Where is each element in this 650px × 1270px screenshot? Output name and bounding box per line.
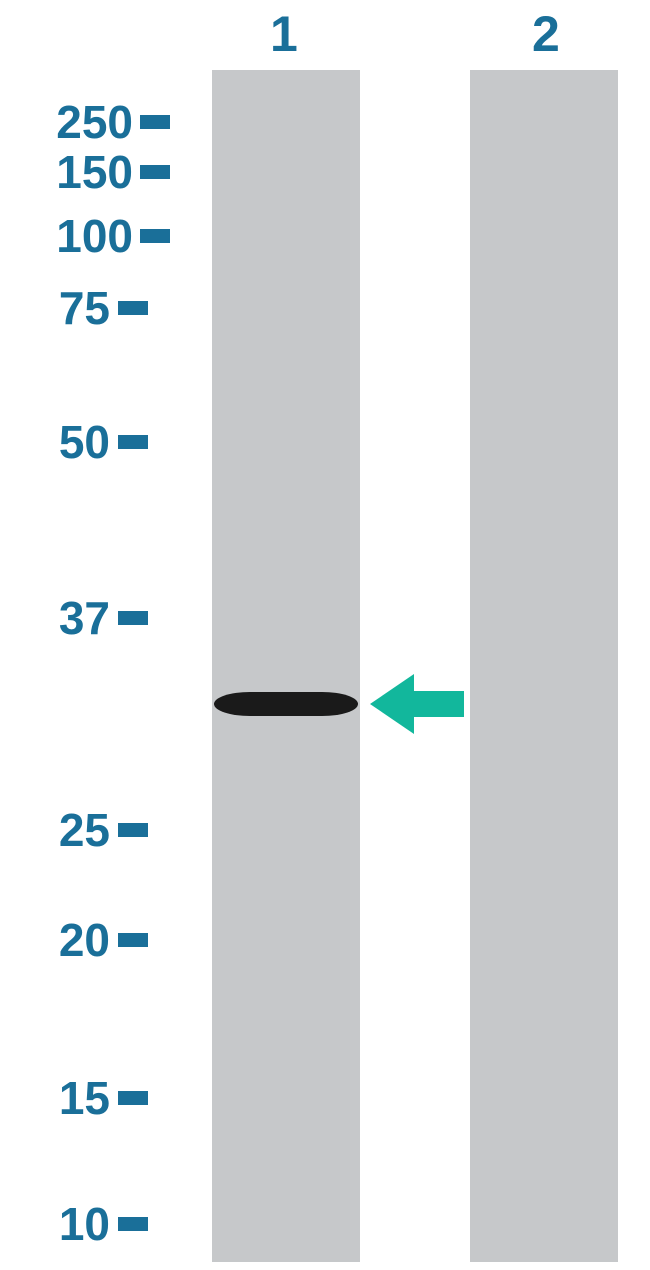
marker-label-250: 250 <box>25 95 133 149</box>
marker-label-75: 75 <box>25 281 110 335</box>
marker-tick-250 <box>140 115 170 129</box>
blot-figure: 1 2 250150 100 75 50 37 25 20 15 10 <box>0 0 650 1270</box>
marker-label-50: 50 <box>25 415 110 469</box>
marker-label-25: 25 <box>25 803 110 857</box>
marker-tick-50 <box>118 435 148 449</box>
marker-label-100: 100 <box>25 209 133 263</box>
marker-tick-10 <box>118 1217 148 1231</box>
marker-label-37: 37 <box>25 591 110 645</box>
marker-label-10: 10 <box>25 1197 110 1251</box>
marker-label-15: 15 <box>25 1071 110 1125</box>
marker-tick-150 <box>140 165 170 179</box>
marker-tick-75 <box>118 301 148 315</box>
marker-tick-100 <box>140 229 170 243</box>
marker-tick-15 <box>118 1091 148 1105</box>
lane-1 <box>212 70 360 1262</box>
marker-label-20: 20 <box>25 913 110 967</box>
lane-1-label: 1 <box>270 5 298 63</box>
lane-2-label: 2 <box>532 5 560 63</box>
marker-label-150: 150 <box>25 145 133 199</box>
marker-tick-25 <box>118 823 148 837</box>
marker-tick-37 <box>118 611 148 625</box>
lane-2 <box>470 70 618 1262</box>
arrow-svg <box>370 671 464 737</box>
marker-tick-20 <box>118 933 148 947</box>
protein-band <box>214 692 358 716</box>
arrow-icon <box>370 671 464 737</box>
